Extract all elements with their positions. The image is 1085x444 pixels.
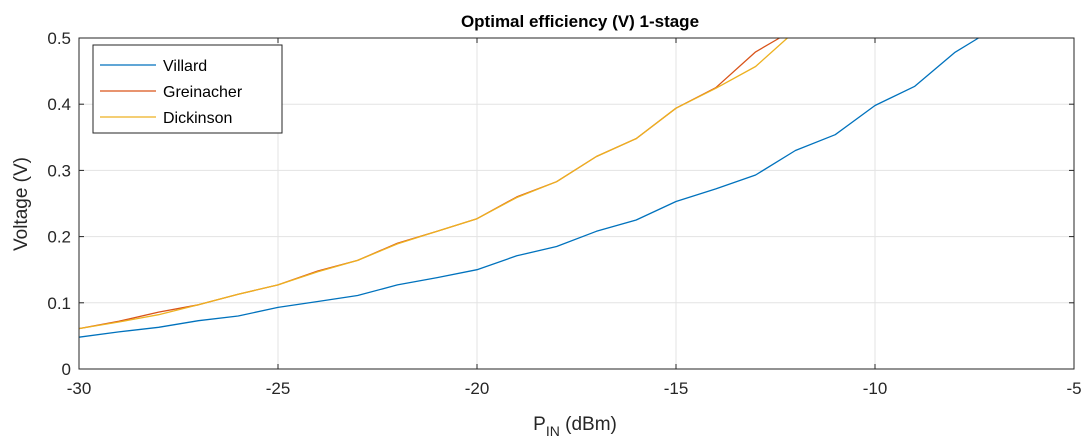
y-tick-label: 0.5	[47, 29, 71, 48]
y-tick-label: 0.3	[47, 161, 71, 180]
x-tick-label: -15	[664, 379, 689, 398]
y-tick-label: 0	[62, 360, 71, 379]
x-tick-label: -30	[67, 379, 92, 398]
x-axis-label-subscript: IN	[546, 423, 560, 439]
legend-label-villard: Villard	[163, 58, 207, 75]
y-tick-label: 0.1	[47, 294, 71, 313]
chart-title: Optimal efficiency (V) 1-stage	[461, 12, 699, 31]
legend-label-dickinson: Dickinson	[163, 110, 232, 127]
x-tick-label: -10	[863, 379, 888, 398]
y-tick-label: 0.4	[47, 95, 71, 114]
x-tick-label: -5	[1066, 379, 1081, 398]
y-axis-label: Voltage (V)	[11, 157, 32, 251]
legend: Villard Greinacher Dickinson	[93, 45, 282, 133]
y-tick-label: 0.2	[47, 228, 71, 247]
x-axis-label-suffix: (dBm)	[560, 414, 617, 435]
x-tick-label: -20	[465, 379, 490, 398]
x-tick-label: -25	[266, 379, 291, 398]
legend-label-greinacher: Greinacher	[163, 84, 243, 101]
x-axis-label-main: P	[533, 414, 546, 435]
